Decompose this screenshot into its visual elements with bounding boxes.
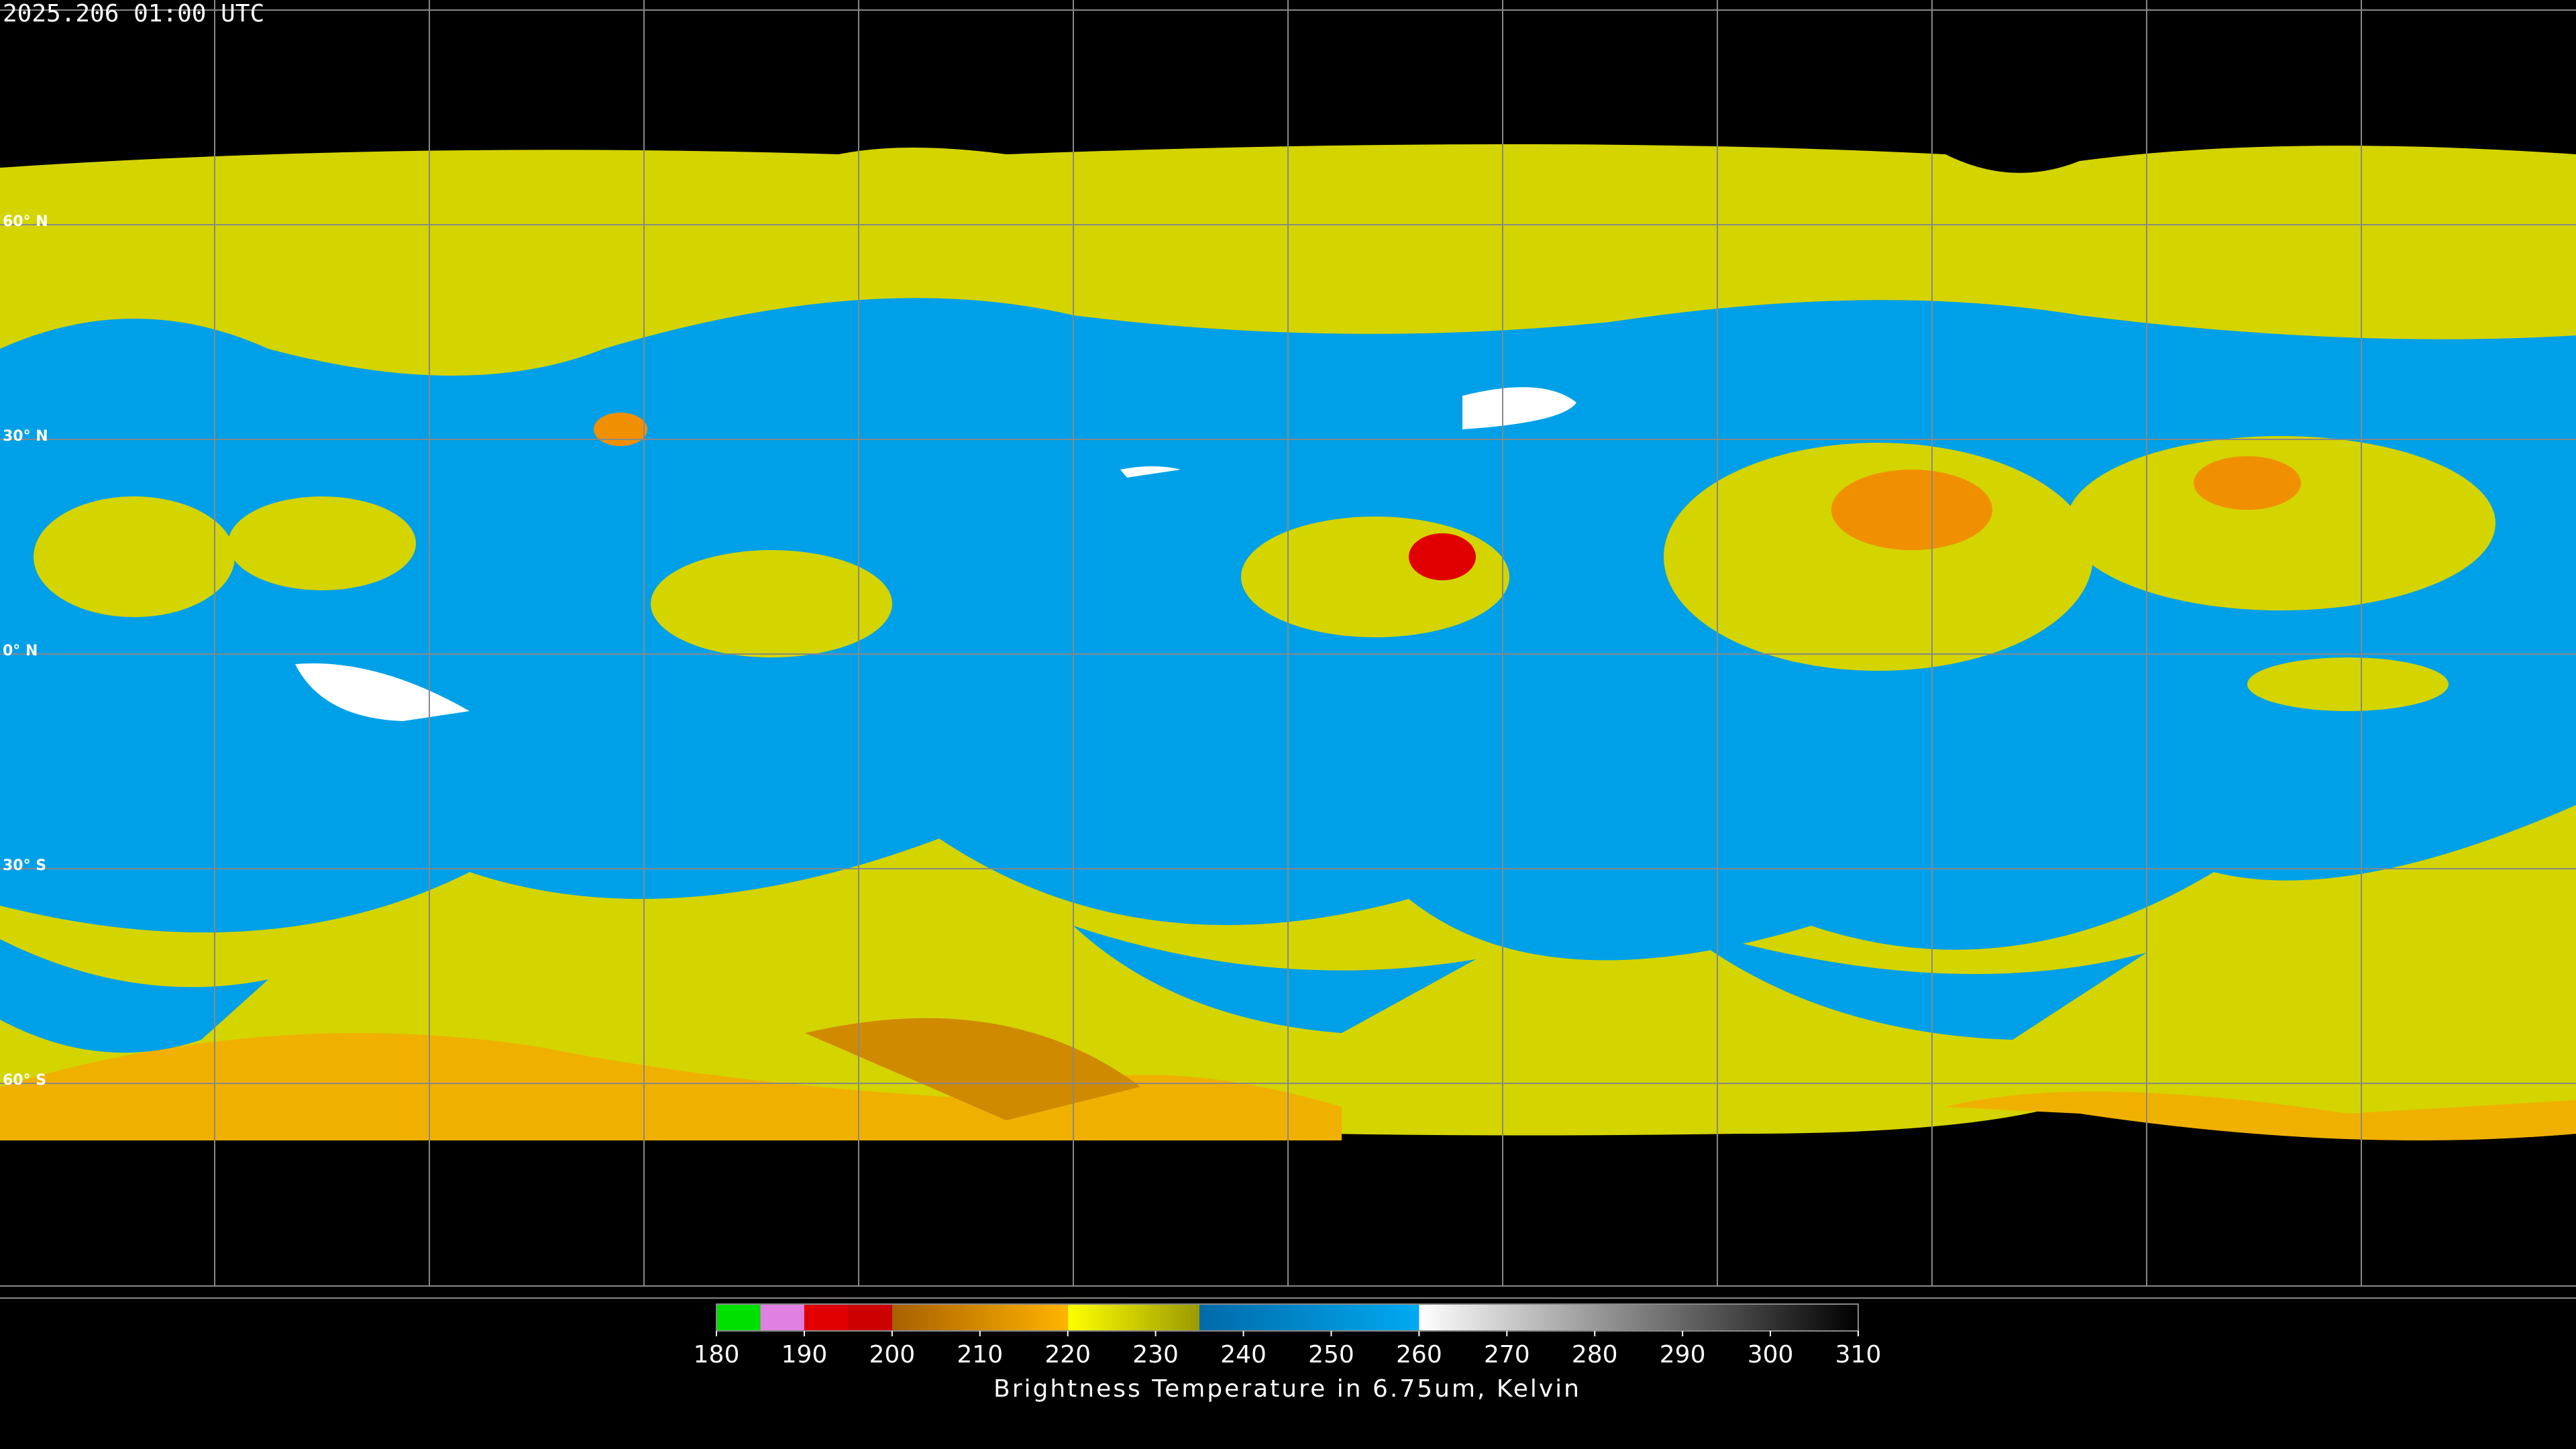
colorbar-tick-label: 310: [1835, 1341, 1882, 1368]
colorbar-frame: [716, 1303, 1859, 1332]
colorbar-segment: [716, 1304, 761, 1331]
colorbar-tick-label: 220: [1044, 1341, 1091, 1368]
colorbar-tick-label: 250: [1308, 1341, 1354, 1368]
colorbar-segment: [804, 1304, 849, 1331]
colorbar-segment: [760, 1304, 804, 1331]
timestamp: 2025.206 01:00 UTC: [3, 0, 264, 28]
colorbar-tick-label: 270: [1484, 1341, 1530, 1368]
latitude-labels: 60° N 30° N 0° N 30° S 60° S: [3, 213, 48, 1089]
colorbar-label: Brightness Temperature in 6.75um, Kelvin: [994, 1375, 1581, 1403]
colorbar-tick-label: 290: [1660, 1341, 1706, 1368]
colorbar-tick-label: 230: [1132, 1341, 1179, 1368]
lat-label: 30° N: [3, 428, 48, 445]
lat-label: 0° N: [3, 643, 38, 659]
colorbar-tick-label: 190: [782, 1341, 828, 1368]
lat-label: 60° S: [3, 1072, 46, 1089]
colorbar-segment: [1199, 1304, 1419, 1331]
colorbar-segment: [848, 1304, 892, 1331]
colorbar-segment: [1067, 1304, 1200, 1331]
lat-label: 60° N: [3, 213, 48, 230]
colorbar: 180 190 200 210 220 230 240 250 260 270 280 290 300 3…: [694, 1303, 1882, 1368]
colorbar-tick-label: 260: [1396, 1341, 1442, 1368]
colorbar-segment: [1419, 1304, 1858, 1331]
colorbar-segment: [892, 1304, 1068, 1331]
colorbar-tick-label: 300: [1748, 1341, 1794, 1368]
colorbar-tick-label: 200: [869, 1341, 915, 1368]
colorbar-tick-label: 280: [1572, 1341, 1618, 1368]
colorbar-tick-label: 240: [1220, 1341, 1267, 1368]
lat-label: 30° S: [3, 857, 46, 874]
graticule: [0, 0, 2576, 1299]
colorbar-tick-label: 210: [957, 1341, 1003, 1368]
colorbar-tick-label: 180: [694, 1341, 740, 1368]
